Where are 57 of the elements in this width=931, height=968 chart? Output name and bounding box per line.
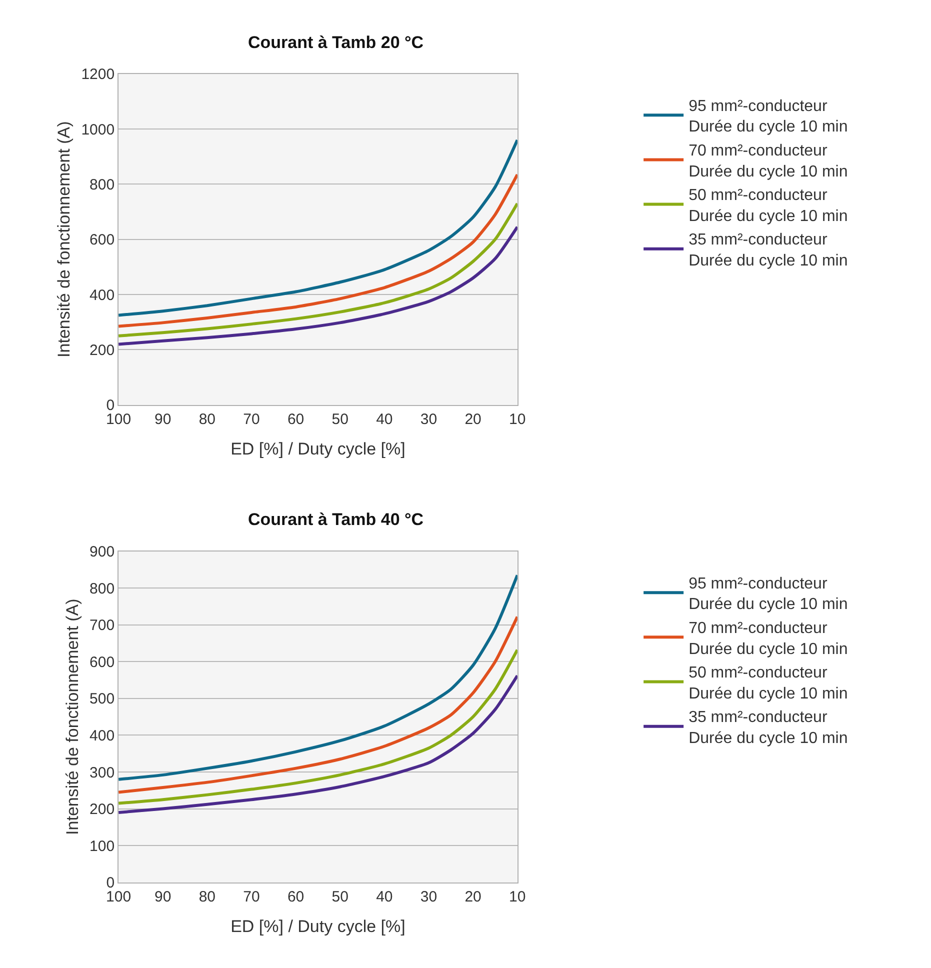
x-tick-label: 80 xyxy=(198,410,216,428)
x-tick-label: 40 xyxy=(376,888,393,906)
x-tick-label: 40 xyxy=(376,410,393,428)
y-tick-label: 800 xyxy=(90,176,115,194)
legend-label: 35 mm²-conducteur Durée du cycle 10 min xyxy=(688,709,848,748)
x-tick-label: 10 xyxy=(509,888,526,906)
x-tick-label: 60 xyxy=(287,888,304,906)
legend-label: 95 mm²-conducteur Durée du cycle 10 min xyxy=(688,98,848,136)
x-tick-label: 70 xyxy=(243,410,260,428)
y-tick-label: 500 xyxy=(90,690,115,708)
x-tick-label: 10 xyxy=(509,410,526,428)
y-tick-label: 0 xyxy=(106,397,115,414)
x-tick-label: 80 xyxy=(198,888,216,906)
x-tick-label: 90 xyxy=(154,410,172,428)
x-axis-title: ED [%] / Duty cycle [%] xyxy=(230,439,406,458)
line-series xyxy=(118,615,518,794)
line-series xyxy=(118,138,518,317)
x-tick-label: 50 xyxy=(332,410,348,428)
y-tick-label: 200 xyxy=(90,801,115,818)
line-series xyxy=(118,173,518,328)
x-tick-label: 20 xyxy=(464,410,482,428)
x-tick-label: 50 xyxy=(332,888,348,906)
y-tick-label: 700 xyxy=(90,617,115,634)
line-series xyxy=(118,574,518,781)
x-tick-label: 30 xyxy=(420,888,438,906)
chart-title: Courant à Tamb 20 °C xyxy=(248,33,424,52)
x-tick-label: 60 xyxy=(287,410,304,428)
y-axis-title: Intensité de fonctionnement (A) xyxy=(54,121,74,358)
legend-label: 70 mm²-conducteur Durée du cycle 10 min xyxy=(688,620,848,658)
legend-label: 70 mm²-conducteur Durée du cycle 10 min xyxy=(688,142,848,180)
y-tick-label: 800 xyxy=(90,580,115,598)
y-tick-label: 1200 xyxy=(81,66,115,84)
y-tick-label: 400 xyxy=(90,727,115,744)
y-tick-label: 900 xyxy=(90,544,115,561)
y-tick-label: 200 xyxy=(90,342,115,359)
x-tick-label: 30 xyxy=(420,410,438,428)
y-tick-label: 300 xyxy=(90,764,115,782)
legend-label: 95 mm²-conducteur Durée du cycle 10 min xyxy=(688,575,848,614)
legend-label: 50 mm²-conducteur Durée du cycle 10 min xyxy=(688,187,848,225)
line-series xyxy=(118,674,518,814)
y-tick-label: 600 xyxy=(90,654,115,671)
y-axis-title: Intensité de fonctionnement (A) xyxy=(63,598,82,835)
x-tick-label: 90 xyxy=(154,888,172,906)
line-series xyxy=(118,225,518,346)
x-tick-label: 20 xyxy=(464,888,482,906)
legend-label: 35 mm²-conducteur Durée du cycle 10 min xyxy=(688,232,848,270)
x-tick-label: 70 xyxy=(243,888,260,906)
chart-title: Courant à Tamb 40 °C xyxy=(248,510,424,529)
y-tick-label: 400 xyxy=(90,286,115,304)
line-series xyxy=(118,202,518,338)
y-tick-label: 0 xyxy=(106,874,115,892)
y-tick-label: 1000 xyxy=(81,121,115,138)
legend-label: 50 mm²-conducteur Durée du cycle 10 min xyxy=(688,664,848,702)
y-tick-label: 100 xyxy=(90,838,115,855)
line-series xyxy=(118,648,518,805)
y-tick-label: 600 xyxy=(90,232,115,249)
x-axis-title: ED [%] / Duty cycle [%] xyxy=(230,916,406,936)
